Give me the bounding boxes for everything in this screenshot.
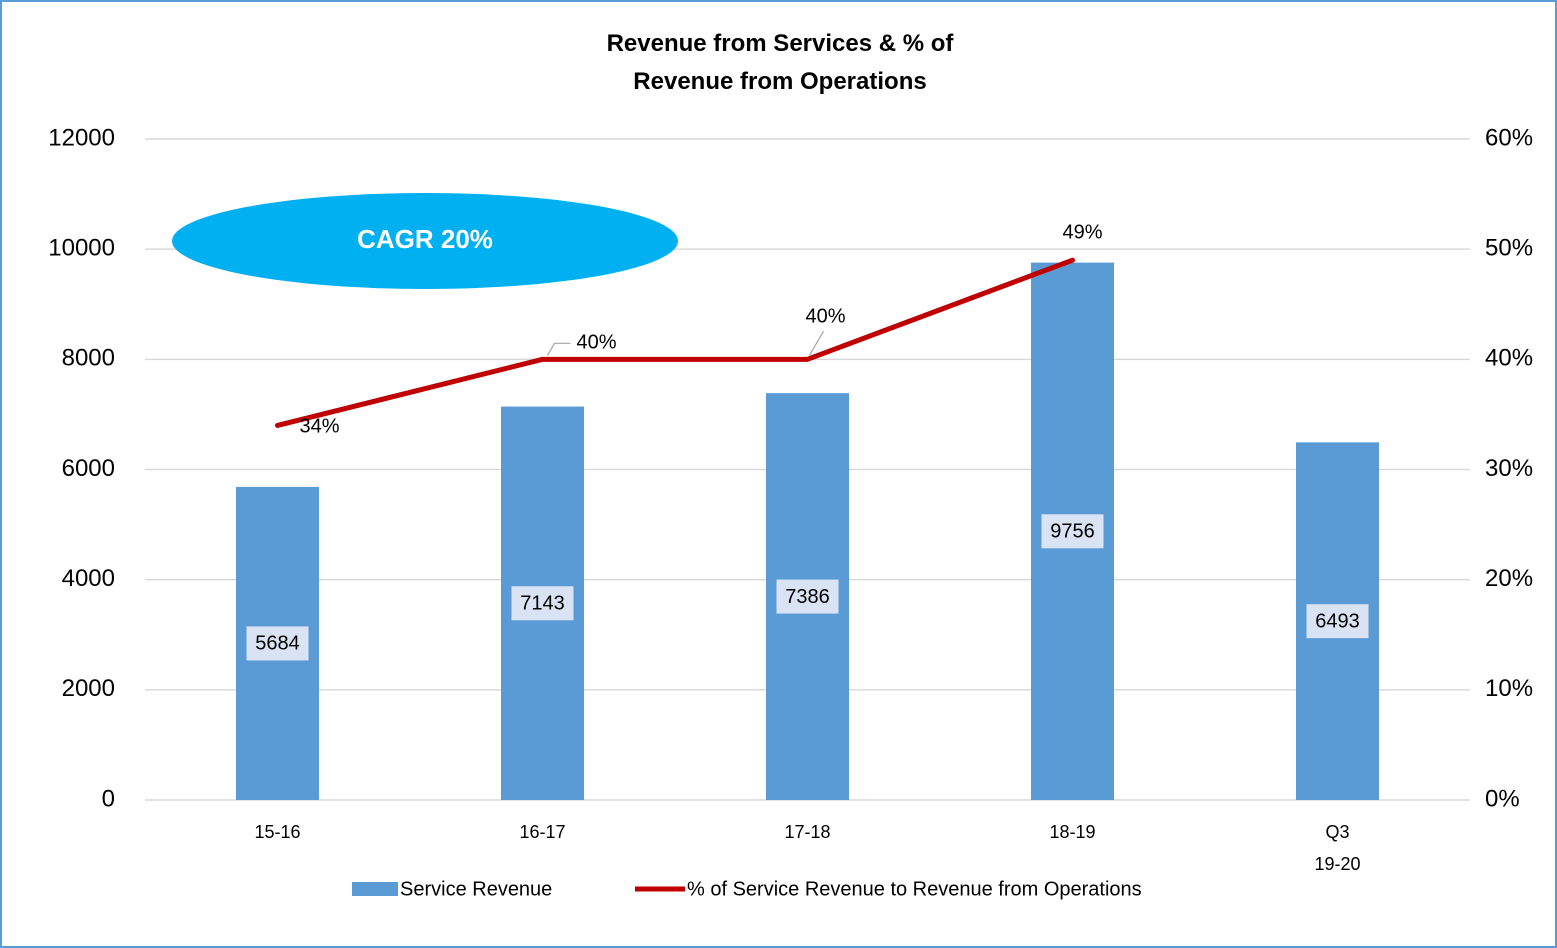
- y-tick-label: 0: [102, 785, 115, 812]
- y2-tick-label: 0%: [1485, 785, 1520, 812]
- y-tick-label: 4000: [62, 565, 115, 592]
- y-tick-label: 2000: [62, 675, 115, 702]
- y2-tick-label: 10%: [1485, 675, 1533, 702]
- annotation-shape: [172, 193, 678, 289]
- data-label: 5684: [255, 633, 300, 655]
- line-data-label: 40%: [805, 306, 845, 328]
- data-label-box: [776, 579, 839, 614]
- data-label: 6493: [1315, 610, 1360, 632]
- data-label-box: [246, 626, 309, 661]
- data-label-box: [1041, 514, 1104, 549]
- line-data-label: 40%: [576, 332, 616, 354]
- y2-tick-label: 20%: [1485, 565, 1533, 592]
- x-tick-label: 18-19: [1049, 822, 1095, 842]
- data-label: 9756: [1050, 521, 1095, 543]
- leader-line: [808, 331, 825, 356]
- x-tick-label: 15-16: [254, 822, 300, 842]
- line-data-label: 49%: [1062, 221, 1102, 243]
- y-tick-label: 8000: [62, 345, 115, 372]
- annotation-text: CAGR 20%: [357, 224, 493, 254]
- y-tick-label: 6000: [62, 455, 115, 482]
- x-tick-label: Q3 19-20: [1314, 822, 1360, 874]
- leader-line: [546, 342, 571, 356]
- y2-tick-label: 40%: [1485, 345, 1533, 372]
- y2-tick-label: 60%: [1485, 124, 1533, 151]
- y-tick-label: 10000: [48, 235, 115, 262]
- data-label: 7143: [520, 593, 565, 615]
- legend-label: Service Revenue: [400, 878, 552, 900]
- legend-swatch: [352, 882, 398, 896]
- x-tick-label: 17-18: [784, 822, 830, 842]
- y-tick-label: 12000: [48, 124, 115, 151]
- y2-tick-label: 50%: [1485, 235, 1533, 262]
- data-label: 7386: [785, 586, 830, 608]
- data-label-box: [1306, 604, 1369, 639]
- x-tick-label: 16-17: [519, 822, 565, 842]
- line-data-label: 34%: [299, 416, 339, 438]
- y2-tick-label: 30%: [1485, 455, 1533, 482]
- data-label-box: [511, 586, 574, 621]
- chart-title: Revenue from Services & % of Revenue from…: [607, 30, 955, 95]
- line: [275, 257, 1075, 428]
- legend-label: % of Service Revenue to Revenue from Ope…: [687, 878, 1142, 900]
